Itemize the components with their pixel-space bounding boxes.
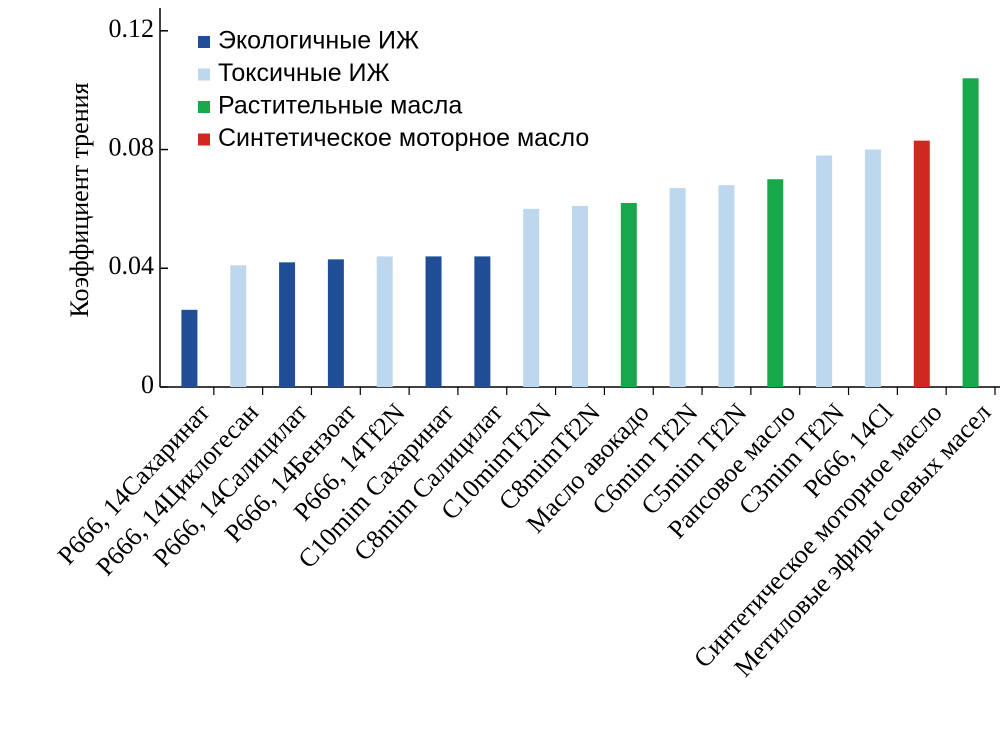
bar xyxy=(718,185,735,387)
bar xyxy=(864,149,881,387)
legend-swatch xyxy=(198,101,210,113)
bar xyxy=(913,140,930,387)
bar xyxy=(669,188,686,387)
bar xyxy=(279,262,296,387)
bar xyxy=(523,208,540,387)
bar xyxy=(620,202,637,387)
bar xyxy=(230,265,247,387)
legend-label: Синтетическое моторное масло xyxy=(218,124,589,152)
legend-label: Экологичные ИЖ xyxy=(218,27,419,55)
legend-label: Растительные масла xyxy=(218,92,462,120)
legend-label: Токсичные ИЖ xyxy=(218,59,390,87)
y-tick-label: 0.12 xyxy=(109,14,155,43)
legend-swatch xyxy=(198,36,210,48)
y-tick-label: 0.04 xyxy=(109,251,155,280)
bar xyxy=(425,256,442,387)
bar xyxy=(327,259,344,387)
bar xyxy=(962,78,979,388)
bar xyxy=(474,256,491,387)
bar xyxy=(181,309,198,387)
bar xyxy=(376,256,393,387)
y-tick-label: 0 xyxy=(141,370,154,399)
bar xyxy=(767,179,784,387)
legend: Экологичные ИЖ Токсичные ИЖ Растительные м… xyxy=(198,27,589,152)
legend-swatch xyxy=(198,133,210,146)
bar xyxy=(572,205,588,387)
y-axis-label: Коэффициент трения xyxy=(65,82,94,317)
y-tick-label: 0.08 xyxy=(109,133,155,162)
bar xyxy=(816,155,833,387)
legend-swatch xyxy=(198,68,210,81)
